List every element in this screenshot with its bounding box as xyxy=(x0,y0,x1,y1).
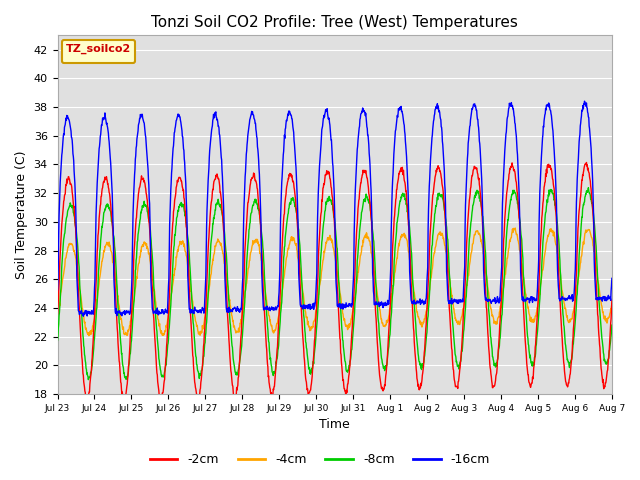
X-axis label: Time: Time xyxy=(319,419,350,432)
Legend:  xyxy=(62,40,136,63)
Title: Tonzi Soil CO2 Profile: Tree (West) Temperatures: Tonzi Soil CO2 Profile: Tree (West) Temp… xyxy=(151,15,518,30)
Y-axis label: Soil Temperature (C): Soil Temperature (C) xyxy=(15,150,28,279)
Legend: -2cm, -4cm, -8cm, -16cm: -2cm, -4cm, -8cm, -16cm xyxy=(145,448,495,471)
